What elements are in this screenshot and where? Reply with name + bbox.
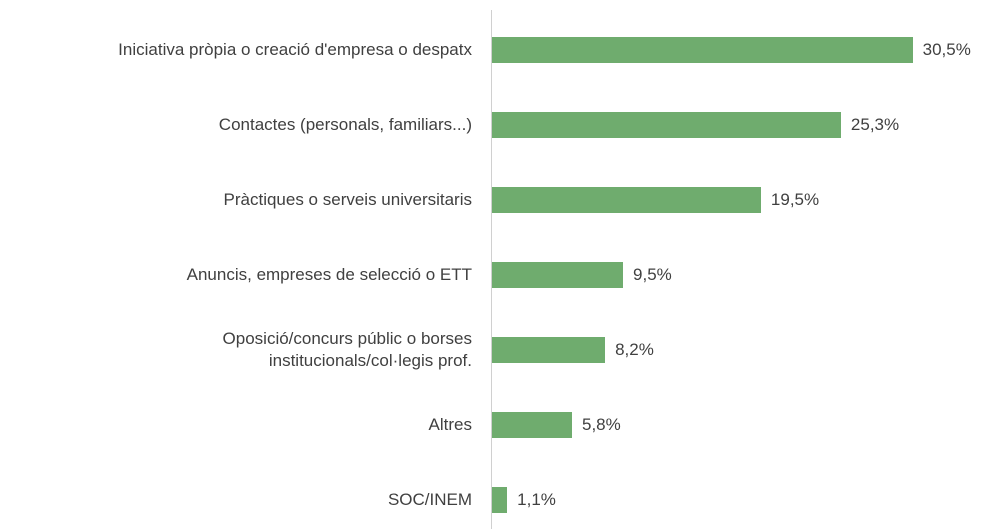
data-label: 5,8% — [581, 415, 621, 434]
data-label: 1,1% — [517, 490, 556, 509]
bar — [492, 262, 624, 288]
data-label: 25,3% — [850, 115, 900, 134]
category-label: Iniciativa pròpia o creació d'empresa o … — [118, 40, 472, 59]
category-label: Oposició/concurs públic o borses institu… — [222, 329, 472, 370]
category-label: Pràctiques o serveis universitaris — [223, 190, 472, 209]
category-label: SOC/INEM — [387, 490, 472, 509]
bar — [492, 487, 508, 513]
bar — [492, 337, 606, 363]
bar — [492, 37, 913, 63]
bar — [492, 187, 761, 213]
data-label: 9,5% — [633, 265, 672, 284]
category-label: Anuncis, empreses de selecció o ETT — [186, 265, 472, 284]
data-label: 30,5% — [922, 40, 971, 59]
data-label: 19,5% — [770, 190, 820, 209]
category-label: Contactes (personals, familiars...) — [218, 115, 472, 134]
axis-line — [491, 10, 492, 529]
data-label: 8,2% — [615, 340, 654, 359]
bar — [492, 412, 572, 438]
category-label: Altres — [428, 415, 472, 434]
bar — [492, 112, 841, 138]
